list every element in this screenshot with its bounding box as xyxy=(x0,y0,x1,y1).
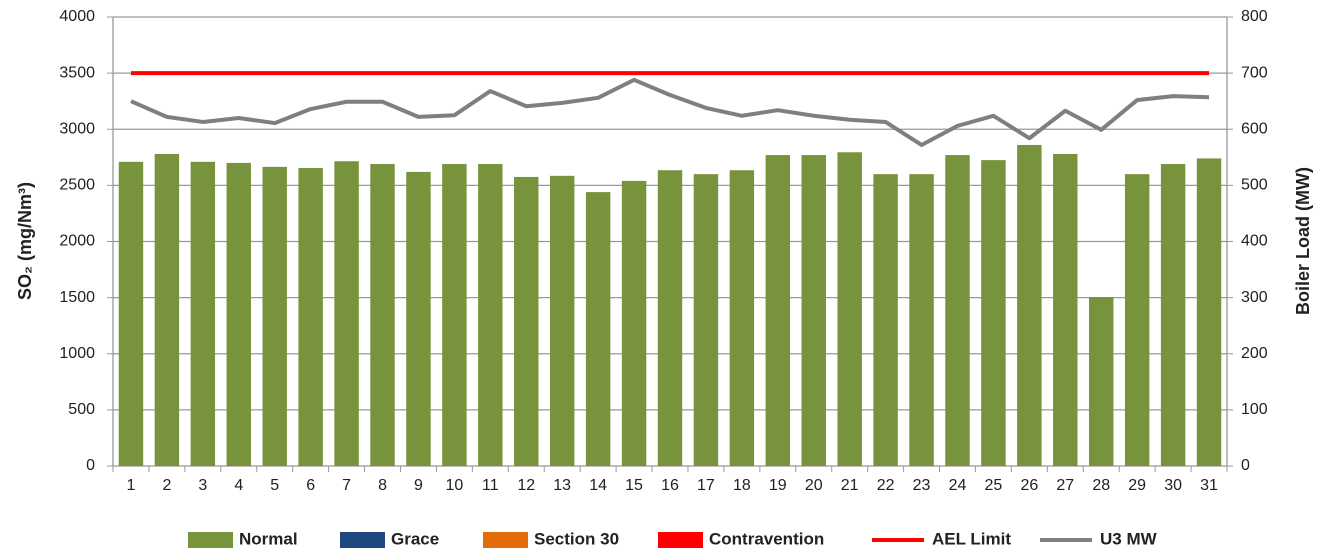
x-tick-label: 25 xyxy=(985,477,1003,494)
bar xyxy=(1160,164,1186,467)
x-tick-label: 7 xyxy=(342,477,351,494)
legend-label: Contravention xyxy=(709,529,824,548)
x-tick-label: 30 xyxy=(1164,477,1182,494)
legend-swatch xyxy=(658,532,703,548)
y-tick-label: 0 xyxy=(86,457,95,474)
legend-label: AEL Limit xyxy=(932,529,1011,548)
legend-swatch xyxy=(188,532,233,548)
bar xyxy=(657,170,683,466)
bar xyxy=(585,192,611,467)
y2-axis-title: Boiler Load (MW) xyxy=(1293,167,1313,315)
x-tick-label: 26 xyxy=(1020,477,1038,494)
bar xyxy=(442,164,467,467)
y-axis-title: SO₂ (mg/Nm³) xyxy=(15,182,35,300)
bar xyxy=(837,152,862,467)
legend-label: Grace xyxy=(391,529,439,548)
y-tick-label: 2000 xyxy=(59,233,95,250)
bar xyxy=(981,160,1006,466)
bar xyxy=(621,180,647,466)
x-tick-label: 31 xyxy=(1200,477,1218,494)
bar xyxy=(406,171,431,466)
x-tick-label: 13 xyxy=(553,477,571,494)
bar xyxy=(514,176,539,467)
x-tick-label: 14 xyxy=(589,477,607,494)
bar xyxy=(729,170,755,466)
legend-swatch xyxy=(340,532,385,548)
bar xyxy=(478,164,503,467)
bar xyxy=(1196,158,1222,466)
y2-tick-label: 400 xyxy=(1241,233,1268,250)
bar xyxy=(370,164,395,467)
y2-tick-label: 500 xyxy=(1241,177,1268,194)
y2-tick-label: 0 xyxy=(1241,457,1250,474)
x-tick-label: 5 xyxy=(270,477,279,494)
legend-label: U3 MW xyxy=(1100,529,1158,548)
x-tick-label: 21 xyxy=(841,477,859,494)
bar xyxy=(1089,297,1114,466)
bar xyxy=(801,155,826,466)
x-tick-label: 8 xyxy=(378,477,387,494)
x-tick-label: 29 xyxy=(1128,477,1146,494)
y-tick-label: 4000 xyxy=(59,8,95,25)
x-tick-label: 27 xyxy=(1056,477,1074,494)
bar xyxy=(190,161,216,467)
legend-swatch xyxy=(483,532,528,548)
y-tick-label: 500 xyxy=(68,401,95,418)
x-tick-label: 4 xyxy=(234,477,243,494)
bar xyxy=(226,162,251,467)
y2-tick-label: 200 xyxy=(1241,345,1268,362)
x-tick-label: 18 xyxy=(733,477,751,494)
y2-tick-label: 600 xyxy=(1241,120,1268,137)
x-tick-label: 23 xyxy=(913,477,931,494)
y-tick-label: 2500 xyxy=(59,177,95,194)
x-tick-label: 28 xyxy=(1092,477,1110,494)
bar xyxy=(873,174,898,466)
bar xyxy=(945,155,970,466)
x-tick-label: 20 xyxy=(805,477,823,494)
line-series xyxy=(130,77,1210,147)
x-tick-label: 2 xyxy=(162,477,171,494)
x-tick-label: 6 xyxy=(306,477,315,494)
y2-tick-label: 700 xyxy=(1241,64,1268,81)
bar xyxy=(765,155,791,466)
x-tick-label: 24 xyxy=(949,477,967,494)
bar xyxy=(334,161,359,466)
y2-tick-label: 300 xyxy=(1241,289,1268,306)
y2-tick-label: 800 xyxy=(1241,8,1268,25)
y-tick-label: 1500 xyxy=(59,289,95,306)
x-tick-label: 3 xyxy=(198,477,207,494)
bar xyxy=(549,175,575,467)
y-tick-label: 3000 xyxy=(59,120,95,137)
x-tick-label: 11 xyxy=(482,477,499,494)
x-tick-label: 9 xyxy=(414,477,423,494)
x-tick-label: 19 xyxy=(769,477,787,494)
legend-label: Section 30 xyxy=(534,529,619,548)
y2-tick-label: 100 xyxy=(1241,401,1268,418)
bar xyxy=(262,166,287,466)
bar xyxy=(298,167,323,466)
bar xyxy=(154,153,180,466)
x-tick-label: 22 xyxy=(877,477,895,494)
bar xyxy=(1124,174,1150,466)
x-tick-label: 12 xyxy=(517,477,535,494)
x-tick-label: 16 xyxy=(661,477,679,494)
legend-label: Normal xyxy=(239,529,298,548)
x-tick-label: 1 xyxy=(127,477,136,494)
bar xyxy=(1053,153,1078,466)
y-tick-label: 1000 xyxy=(59,345,95,362)
bar xyxy=(693,174,719,466)
bar xyxy=(118,161,144,467)
y-tick-label: 3500 xyxy=(59,64,95,81)
bar xyxy=(1017,144,1042,466)
x-tick-label: 15 xyxy=(625,477,643,494)
x-tick-label: 10 xyxy=(445,477,463,494)
bar xyxy=(909,174,934,466)
x-tick-label: 17 xyxy=(697,477,715,494)
